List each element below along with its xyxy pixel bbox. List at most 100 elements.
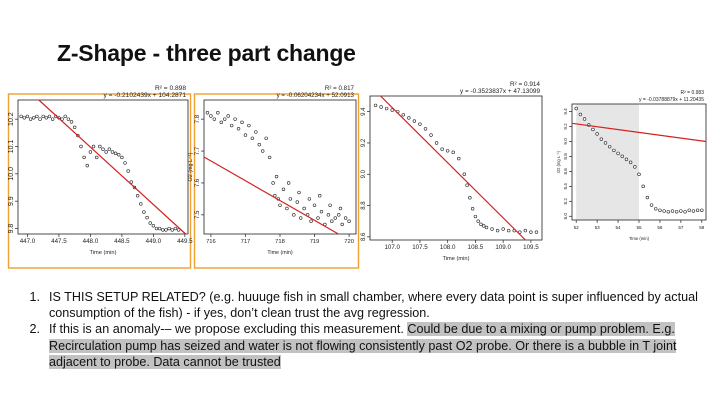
data-point <box>645 195 650 200</box>
data-point <box>123 161 127 165</box>
bullet-item-2: 2. If this is an anomaly-– we propose ex… <box>22 321 712 370</box>
data-point <box>209 114 213 118</box>
x-tick-label: 52 <box>574 225 580 230</box>
data-point <box>254 130 258 134</box>
data-point <box>79 144 83 149</box>
data-point <box>637 172 641 177</box>
chart-frame <box>193 93 360 269</box>
bullet-text: If this is an anomaly-– we propose exclu… <box>49 322 408 337</box>
x-tick-label: 108.5 <box>468 244 484 251</box>
data-point <box>82 155 86 160</box>
data-point <box>468 196 472 200</box>
y-tick-label: 7.7 <box>195 146 201 155</box>
data-point <box>157 226 162 231</box>
data-point <box>641 184 645 189</box>
data-point <box>126 169 130 173</box>
data-point <box>261 149 265 153</box>
data-point <box>445 149 450 153</box>
data-point <box>72 125 77 130</box>
y-tick-label: 8.4 <box>563 183 568 190</box>
y-tick-label: 10.2 <box>8 112 15 126</box>
data-point <box>670 209 675 213</box>
data-point <box>691 209 696 213</box>
data-point <box>599 137 604 141</box>
x-tick-label: 448.5 <box>114 238 130 245</box>
r-squared-label: R² = 0.914 <box>510 81 540 88</box>
data-point <box>216 111 220 115</box>
chart-frame <box>7 93 192 269</box>
data-point <box>176 228 181 232</box>
data-point <box>44 116 49 120</box>
x-axis-label: Time (min) <box>90 250 117 256</box>
data-point <box>440 147 444 151</box>
data-point <box>142 210 146 214</box>
data-point <box>95 155 99 160</box>
data-point <box>451 150 455 155</box>
regression-equation: y = -0.2102439x + 104.2871 <box>104 92 187 99</box>
data-point <box>167 226 171 231</box>
y-tick-label: 10.1 <box>8 140 15 154</box>
data-point <box>666 210 671 214</box>
bullet-text: IS THIS SETUP RELATED? (e.g. huuuge fish… <box>49 290 698 321</box>
data-point <box>173 226 178 231</box>
chart-3: 107.0 107.5 108.0 108.5 109.0 109.5 9.4 9.2 9.0 8… <box>361 81 543 262</box>
data-point <box>47 114 52 119</box>
data-point <box>250 136 255 140</box>
data-point <box>316 216 320 220</box>
data-point <box>340 222 344 227</box>
x-tick-label: 449.5 <box>177 238 193 245</box>
data-point <box>41 114 45 119</box>
x-tick-label: 719 <box>310 239 320 245</box>
data-point <box>295 200 299 204</box>
data-point <box>63 114 67 119</box>
data-point <box>534 230 539 234</box>
y-axis-label: O2 (mg L⁻¹) <box>188 152 194 181</box>
r-squared-label: R² = 0.898 <box>155 85 186 92</box>
data-point <box>88 150 93 154</box>
chart-2: 716 717 718 719 720 7.8 7.7 7.6 7.5 Time (min) O2 … <box>188 85 360 269</box>
data-point <box>582 117 587 121</box>
y-tick-label: 9.2 <box>563 123 568 130</box>
y-tick-label: 9.0 <box>563 138 568 145</box>
data-point <box>85 163 89 168</box>
data-point <box>319 209 324 214</box>
data-point <box>110 150 115 154</box>
data-point <box>607 144 612 149</box>
x-axis-label: Time (min) <box>629 236 650 241</box>
x-tick-label: 58 <box>699 225 705 230</box>
data-point <box>338 206 343 211</box>
regression-line <box>38 99 186 235</box>
data-point <box>151 224 156 228</box>
data-point <box>120 155 124 160</box>
bullet-list: 1. IS THIS SETUP RELATED? (e.g. huuuge f… <box>22 289 712 370</box>
data-point <box>223 117 227 121</box>
data-point <box>373 103 378 108</box>
data-point <box>679 209 683 213</box>
data-point <box>628 160 633 165</box>
data-point <box>318 194 322 198</box>
data-point <box>518 230 522 234</box>
regression-equation: y = -0.06204234x + 52.0913 <box>277 92 355 99</box>
x-tick-label: 447.5 <box>51 238 67 245</box>
data-point <box>212 117 217 121</box>
data-point <box>658 208 662 212</box>
data-point <box>603 141 608 145</box>
data-point <box>66 117 71 121</box>
data-point <box>595 132 599 136</box>
data-point <box>529 230 533 234</box>
data-point <box>148 221 152 225</box>
data-point <box>523 228 528 233</box>
data-point <box>25 114 30 119</box>
chart-1: 447.0 447.5 448.0 448.5 449.0 449.5 9.8 9.9 10.0… <box>7 85 193 269</box>
slide-title: Z-Shape - three part change <box>57 40 356 66</box>
x-tick-label: 718 <box>275 239 285 245</box>
data-point <box>274 174 279 179</box>
x-tick-label: 449.0 <box>146 238 162 245</box>
data-point <box>312 203 317 207</box>
regression-line <box>380 95 526 241</box>
data-point <box>591 127 595 132</box>
data-point <box>229 123 234 128</box>
data-point <box>170 228 174 232</box>
data-point <box>38 117 42 121</box>
data-point <box>240 120 244 125</box>
